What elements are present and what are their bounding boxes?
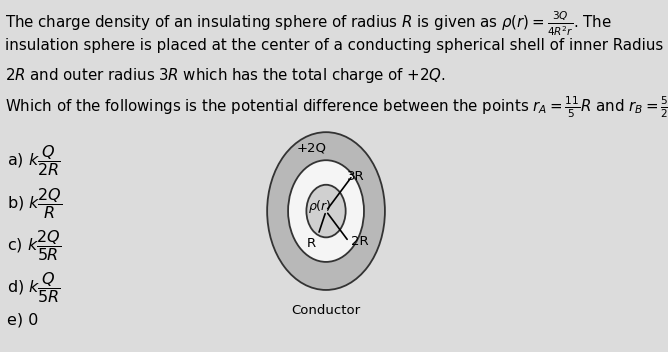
Text: 3R: 3R bbox=[347, 170, 365, 183]
Ellipse shape bbox=[288, 160, 364, 262]
Text: Which of the followings is the potential difference between the points $r_A = \f: Which of the followings is the potential… bbox=[5, 94, 668, 120]
Text: e) 0: e) 0 bbox=[7, 312, 38, 327]
Text: Conductor: Conductor bbox=[291, 304, 361, 317]
Text: $2R$ and outer radius $3R$ which has the total charge of $+2Q$.: $2R$ and outer radius $3R$ which has the… bbox=[5, 66, 446, 85]
Text: d) $k\dfrac{Q}{5R}$: d) $k\dfrac{Q}{5R}$ bbox=[7, 270, 60, 305]
Ellipse shape bbox=[267, 132, 385, 290]
Text: b) $k\dfrac{2Q}{R}$: b) $k\dfrac{2Q}{R}$ bbox=[7, 186, 62, 221]
Text: insulation sphere is placed at the center of a conducting spherical shell of inn: insulation sphere is placed at the cente… bbox=[5, 38, 668, 53]
Text: +2Q: +2Q bbox=[297, 141, 327, 154]
Text: The charge density of an insulating sphere of radius $R$ is given as $\rho(r) = : The charge density of an insulating sphe… bbox=[5, 10, 611, 38]
Text: c) $k\dfrac{2Q}{5R}$: c) $k\dfrac{2Q}{5R}$ bbox=[7, 228, 61, 263]
Text: a) $k\dfrac{Q}{2R}$: a) $k\dfrac{Q}{2R}$ bbox=[7, 143, 60, 178]
Text: R: R bbox=[307, 237, 316, 250]
Text: $\rho(r)$: $\rho(r)$ bbox=[307, 199, 331, 215]
Ellipse shape bbox=[307, 185, 345, 237]
Text: 2R: 2R bbox=[351, 235, 369, 248]
